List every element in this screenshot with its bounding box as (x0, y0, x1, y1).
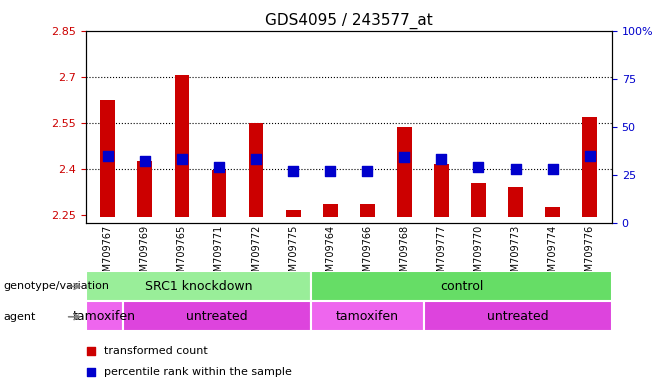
Bar (86, 271, 311, 301)
Bar (286, 210, 301, 217)
Text: GSM709769: GSM709769 (140, 225, 150, 284)
Text: agent: agent (3, 312, 36, 322)
Text: GSM709773: GSM709773 (511, 225, 520, 285)
Text: GSM709768: GSM709768 (399, 225, 409, 284)
Text: control: control (440, 280, 483, 293)
Bar (311, 301, 424, 331)
Bar (86, 301, 123, 331)
Title: GDS4095 / 243577_at: GDS4095 / 243577_at (265, 13, 432, 29)
Bar (360, 204, 374, 217)
Point (399, 154, 410, 161)
Text: GSM709772: GSM709772 (251, 225, 261, 285)
Text: GSM709776: GSM709776 (585, 225, 595, 285)
Text: GSM709766: GSM709766 (363, 225, 372, 284)
Bar (311, 271, 612, 301)
Text: untreated: untreated (186, 310, 248, 323)
Text: GSM709767: GSM709767 (103, 225, 113, 285)
Point (584, 152, 595, 159)
Text: tamoxifen: tamoxifen (73, 310, 136, 323)
Point (251, 156, 261, 162)
Point (139, 158, 150, 164)
Text: GSM709770: GSM709770 (474, 225, 484, 285)
Bar (249, 123, 263, 217)
Text: GSM709771: GSM709771 (214, 225, 224, 285)
Bar (123, 301, 311, 331)
Bar (508, 187, 523, 217)
Point (325, 168, 336, 174)
Bar (582, 117, 597, 217)
Text: percentile rank within the sample: percentile rank within the sample (104, 367, 292, 377)
Text: genotype/variation: genotype/variation (3, 281, 109, 291)
Text: GSM709764: GSM709764 (325, 225, 335, 284)
Text: GSM709775: GSM709775 (288, 225, 298, 285)
Point (362, 168, 372, 174)
Bar (138, 161, 152, 217)
Point (392, 288, 402, 294)
Bar (174, 75, 190, 217)
Point (214, 164, 224, 170)
Bar (434, 164, 449, 217)
Point (103, 152, 113, 159)
Point (547, 166, 558, 172)
Bar (323, 204, 338, 217)
Bar (424, 301, 612, 331)
Bar (397, 127, 412, 217)
Point (511, 166, 521, 172)
Bar (471, 183, 486, 217)
Bar (212, 170, 226, 217)
Point (176, 156, 187, 162)
Text: GSM709765: GSM709765 (177, 225, 187, 285)
Text: GSM709777: GSM709777 (436, 225, 446, 285)
Text: transformed count: transformed count (104, 346, 208, 356)
Point (436, 156, 447, 162)
Text: tamoxifen: tamoxifen (336, 310, 399, 323)
Bar (101, 100, 115, 217)
Point (473, 164, 484, 170)
Point (392, 96, 402, 102)
Text: SRC1 knockdown: SRC1 knockdown (145, 280, 252, 293)
Bar (545, 207, 560, 217)
Point (288, 168, 298, 174)
Text: untreated: untreated (487, 310, 549, 323)
Text: GSM709774: GSM709774 (547, 225, 557, 285)
